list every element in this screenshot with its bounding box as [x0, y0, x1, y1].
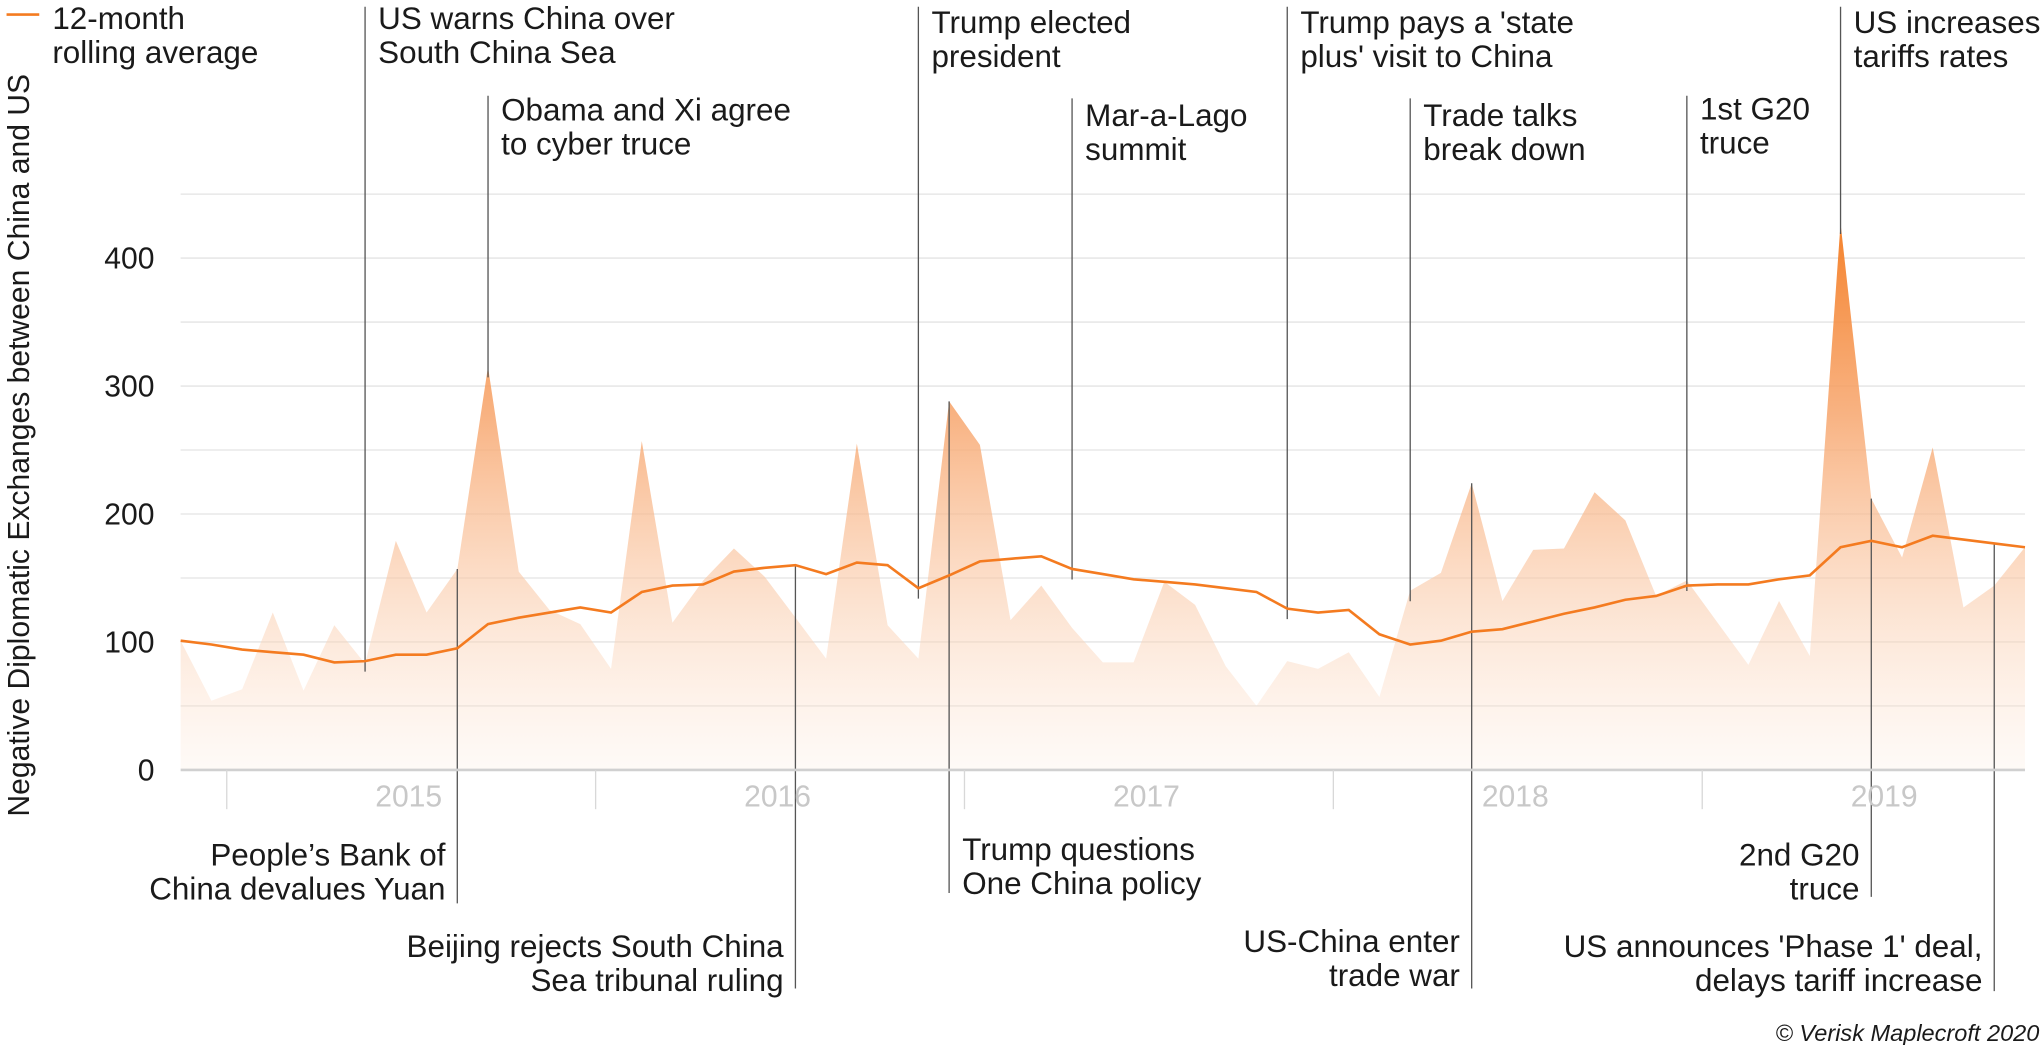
legend-label-line1: 12-month — [52, 1, 185, 36]
annotation-text: plus' visit to China — [1300, 39, 1553, 74]
annotation-text: Mar-a-Lago — [1085, 98, 1247, 133]
annotation-text: Sea tribunal ruling — [530, 963, 783, 998]
rolling-average-line — [180, 534, 2026, 664]
y-tick-label: 300 — [104, 371, 154, 404]
annotation-leaders — [364, 6, 1995, 992]
annotation-text: Beijing rejects South China — [407, 929, 785, 964]
annotation-text: US increases — [1854, 5, 2041, 40]
annotation-text: China devalues Yuan — [149, 871, 445, 906]
annotation-text: People’s Bank of — [210, 837, 445, 872]
axes: 0 100 200 300 400 2015 2016 2017 2018 2019 — [104, 243, 2025, 814]
annotation-text: US-China enter — [1243, 924, 1459, 959]
annotation-text: US announces 'Phase 1' deal, — [1564, 929, 1983, 964]
annotation-text: truce — [1700, 125, 1770, 160]
y-tick-label: 100 — [104, 626, 154, 659]
annotation-text: tariffs rates — [1854, 39, 2009, 74]
year-label: 2017 — [1113, 781, 1180, 814]
annotation-text: South China Sea — [378, 35, 616, 70]
legend: 12-month rolling average — [6, 1, 258, 70]
annotation-text: Trump questions — [962, 832, 1195, 867]
year-label: 2018 — [1482, 781, 1549, 814]
area-series — [180, 223, 2025, 770]
annotation-text: to cyber truce — [501, 127, 691, 162]
y-tick-label: 0 — [138, 754, 155, 787]
annotation-text: president — [931, 39, 1060, 74]
year-label: 2019 — [1851, 781, 1918, 814]
annotation-text: truce — [1790, 871, 1860, 906]
y-tick-label: 400 — [104, 243, 154, 276]
annotation-text: Trade talks — [1423, 98, 1577, 133]
year-label: 2015 — [375, 781, 442, 814]
annotation-text: 2nd G20 — [1739, 837, 1859, 872]
legend-label-line2: rolling average — [52, 35, 258, 70]
annotation-text: US warns China over — [378, 1, 675, 36]
annotation-text: delays tariff increase — [1695, 963, 1982, 998]
source-credit: © Verisk Maplecroft 2020 — [1776, 1020, 2040, 1045]
annotation-text: break down — [1423, 132, 1585, 167]
year-label: 2016 — [744, 781, 811, 814]
annotation-text: One China policy — [962, 866, 1201, 901]
annotation-text: Obama and Xi agree — [501, 93, 791, 128]
annotation-text: trade war — [1329, 958, 1460, 993]
y-tick-label: 200 — [104, 498, 154, 531]
y-axis-label: Negative Diplomatic Exchanges between Ch… — [3, 74, 36, 817]
annotation: US announces 'Phase 1' deal,delays tarif… — [1564, 929, 1983, 998]
annotation-text: Trump pays a 'state — [1300, 5, 1574, 40]
annotation-text: Trump elected — [931, 5, 1131, 40]
annotation-text: summit — [1085, 132, 1186, 167]
annotation-text: 1st G20 — [1700, 91, 1810, 126]
